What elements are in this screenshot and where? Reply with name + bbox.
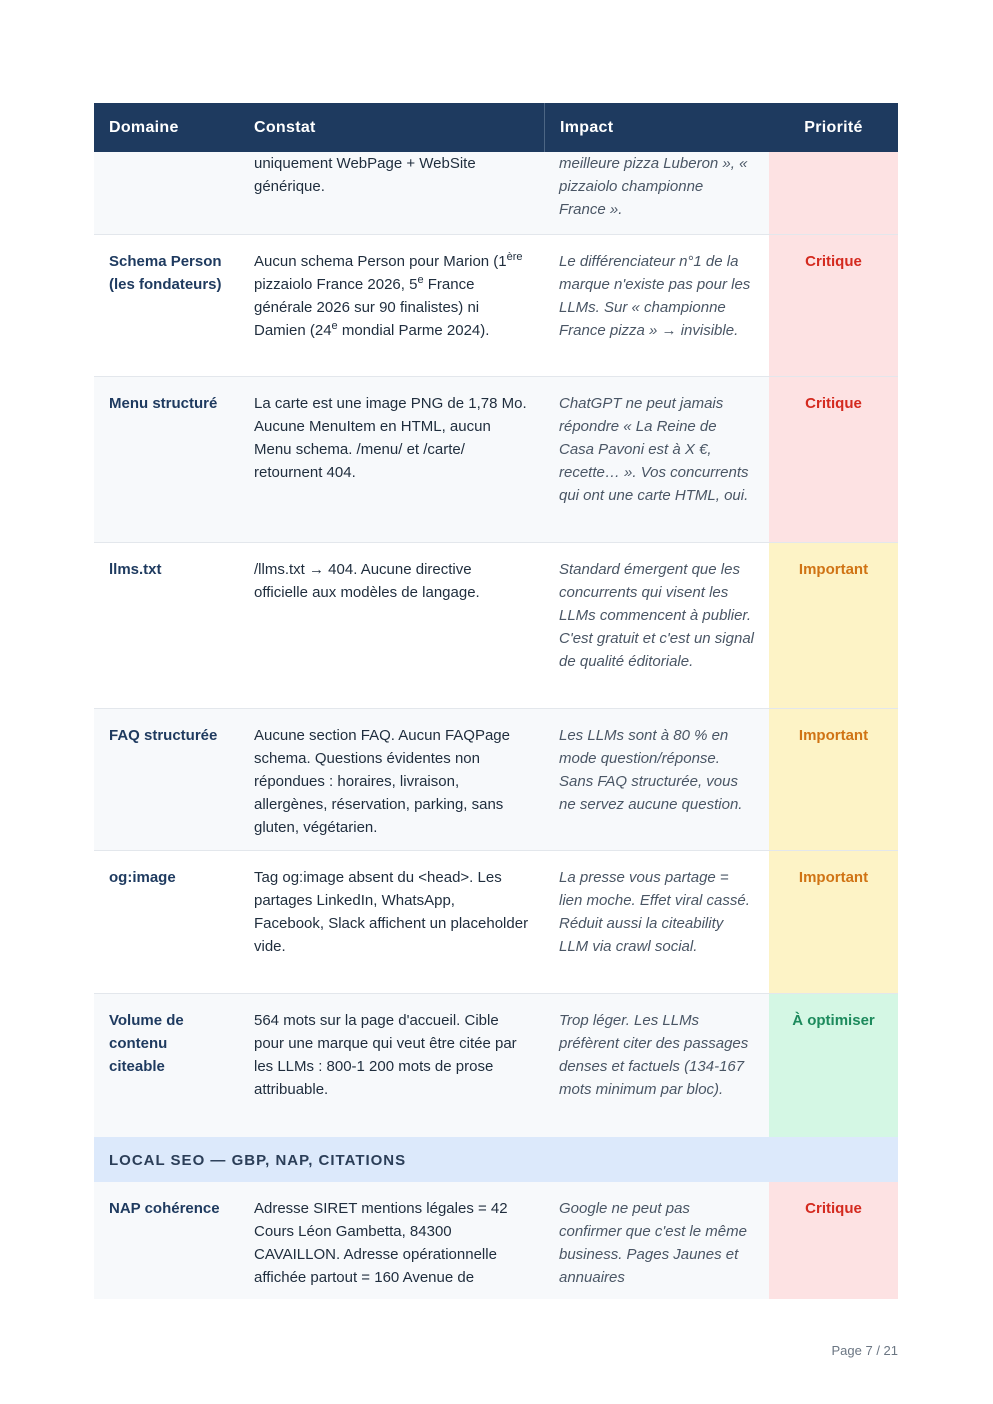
row-constat: Aucune section FAQ. Aucun FAQPage schema… bbox=[254, 727, 510, 836]
row-impact: meilleure pizza Luberon », « pizzaiolo c… bbox=[559, 155, 748, 218]
priority-badge: Critique bbox=[769, 1182, 898, 1299]
table-row: uniquement WebPage + WebSite générique. … bbox=[94, 152, 898, 235]
table-row: Menu structuré La carte est une image PN… bbox=[94, 377, 898, 543]
header-priorite: Priorité bbox=[769, 103, 898, 152]
constat-text: pizzaiolo France 2026, 5 bbox=[254, 276, 418, 293]
constat-text: France générale 2026 sur 90 finalistes) … bbox=[254, 276, 480, 339]
row-domaine: Menu structuré bbox=[109, 395, 218, 412]
row-constat: uniquement WebPage + WebSite générique. bbox=[254, 155, 476, 195]
priority-badge: Critique bbox=[769, 235, 898, 376]
row-constat: /llms.txt → 404. Aucune directive offici… bbox=[254, 561, 480, 601]
section-title: LOCAL SEO — GBP, NAP, CITATIONS bbox=[109, 1152, 407, 1169]
row-domaine: og:image bbox=[109, 869, 176, 886]
row-impact: Google ne peut pas confirmer que c'est l… bbox=[559, 1200, 747, 1286]
row-constat: La carte est une image PNG de 1,78 Mo. A… bbox=[254, 395, 527, 481]
table-row: llms.txt /llms.txt → 404. Aucune directi… bbox=[94, 543, 898, 709]
table-row: og:image Tag og:image absent du <head>. … bbox=[94, 851, 898, 994]
row-impact: ChatGPT ne peut jamais répondre « La Rei… bbox=[559, 395, 749, 504]
priority-badge: À optimiser bbox=[769, 994, 898, 1137]
priority-badge: Important bbox=[769, 851, 898, 993]
row-impact: Standard émergent que les concurrents qu… bbox=[559, 561, 754, 670]
header-impact: Impact bbox=[544, 103, 769, 152]
page-number: Page 7 / 21 bbox=[831, 1343, 899, 1358]
row-impact: Les LLMs sont à 80 % en mode question/ré… bbox=[559, 727, 743, 813]
table-row: Schema Person (les fondateurs) Aucun sch… bbox=[94, 235, 898, 377]
superscript: ère bbox=[506, 251, 523, 263]
row-constat: 564 mots sur la page d'accueil. Cible po… bbox=[254, 1012, 517, 1098]
row-domaine: Volume de contenu citeable bbox=[109, 1012, 184, 1075]
priority-badge: Critique bbox=[769, 377, 898, 542]
row-impact: Le différenciateur n°1 de la marque n'ex… bbox=[559, 253, 751, 339]
priority-badge: Important bbox=[769, 709, 898, 850]
superscript: e bbox=[331, 320, 338, 332]
row-domaine: FAQ structurée bbox=[109, 727, 218, 744]
row-domaine: llms.txt bbox=[109, 561, 162, 578]
section-header: LOCAL SEO — GBP, NAP, CITATIONS bbox=[94, 1137, 898, 1182]
constat-text: mondial Parme 2024). bbox=[337, 322, 490, 339]
row-impact: La presse vous partage = lien moche. Eff… bbox=[559, 869, 750, 955]
constat-text: Aucun schema Person pour Marion (1 bbox=[254, 253, 507, 270]
audit-table: Domaine Constat Impact Priorité uniqueme… bbox=[94, 103, 898, 1299]
table-row: NAP cohérence Adresse SIRET mentions lég… bbox=[94, 1182, 898, 1299]
table-row: Volume de contenu citeable 564 mots sur … bbox=[94, 994, 898, 1137]
row-constat: Aucun schema Person pour Marion (1ère pi… bbox=[239, 235, 544, 376]
row-domaine: NAP cohérence bbox=[109, 1200, 220, 1217]
row-domaine bbox=[94, 152, 239, 234]
header-domaine: Domaine bbox=[109, 119, 179, 136]
priority-badge: Important bbox=[769, 543, 898, 708]
header-constat: Constat bbox=[254, 119, 316, 136]
row-constat: Tag og:image absent du <head>. Les parta… bbox=[254, 869, 529, 955]
row-impact: Trop léger. Les LLMs préfèrent citer des… bbox=[559, 1012, 749, 1098]
table-row: FAQ structurée Aucune section FAQ. Aucun… bbox=[94, 709, 898, 851]
row-constat: Adresse SIRET mentions légales = 42 Cour… bbox=[254, 1200, 508, 1286]
superscript: e bbox=[417, 274, 424, 286]
table-header: Domaine Constat Impact Priorité bbox=[94, 103, 898, 152]
row-priorite bbox=[769, 152, 898, 234]
row-domaine: Schema Person (les fondateurs) bbox=[109, 253, 222, 293]
